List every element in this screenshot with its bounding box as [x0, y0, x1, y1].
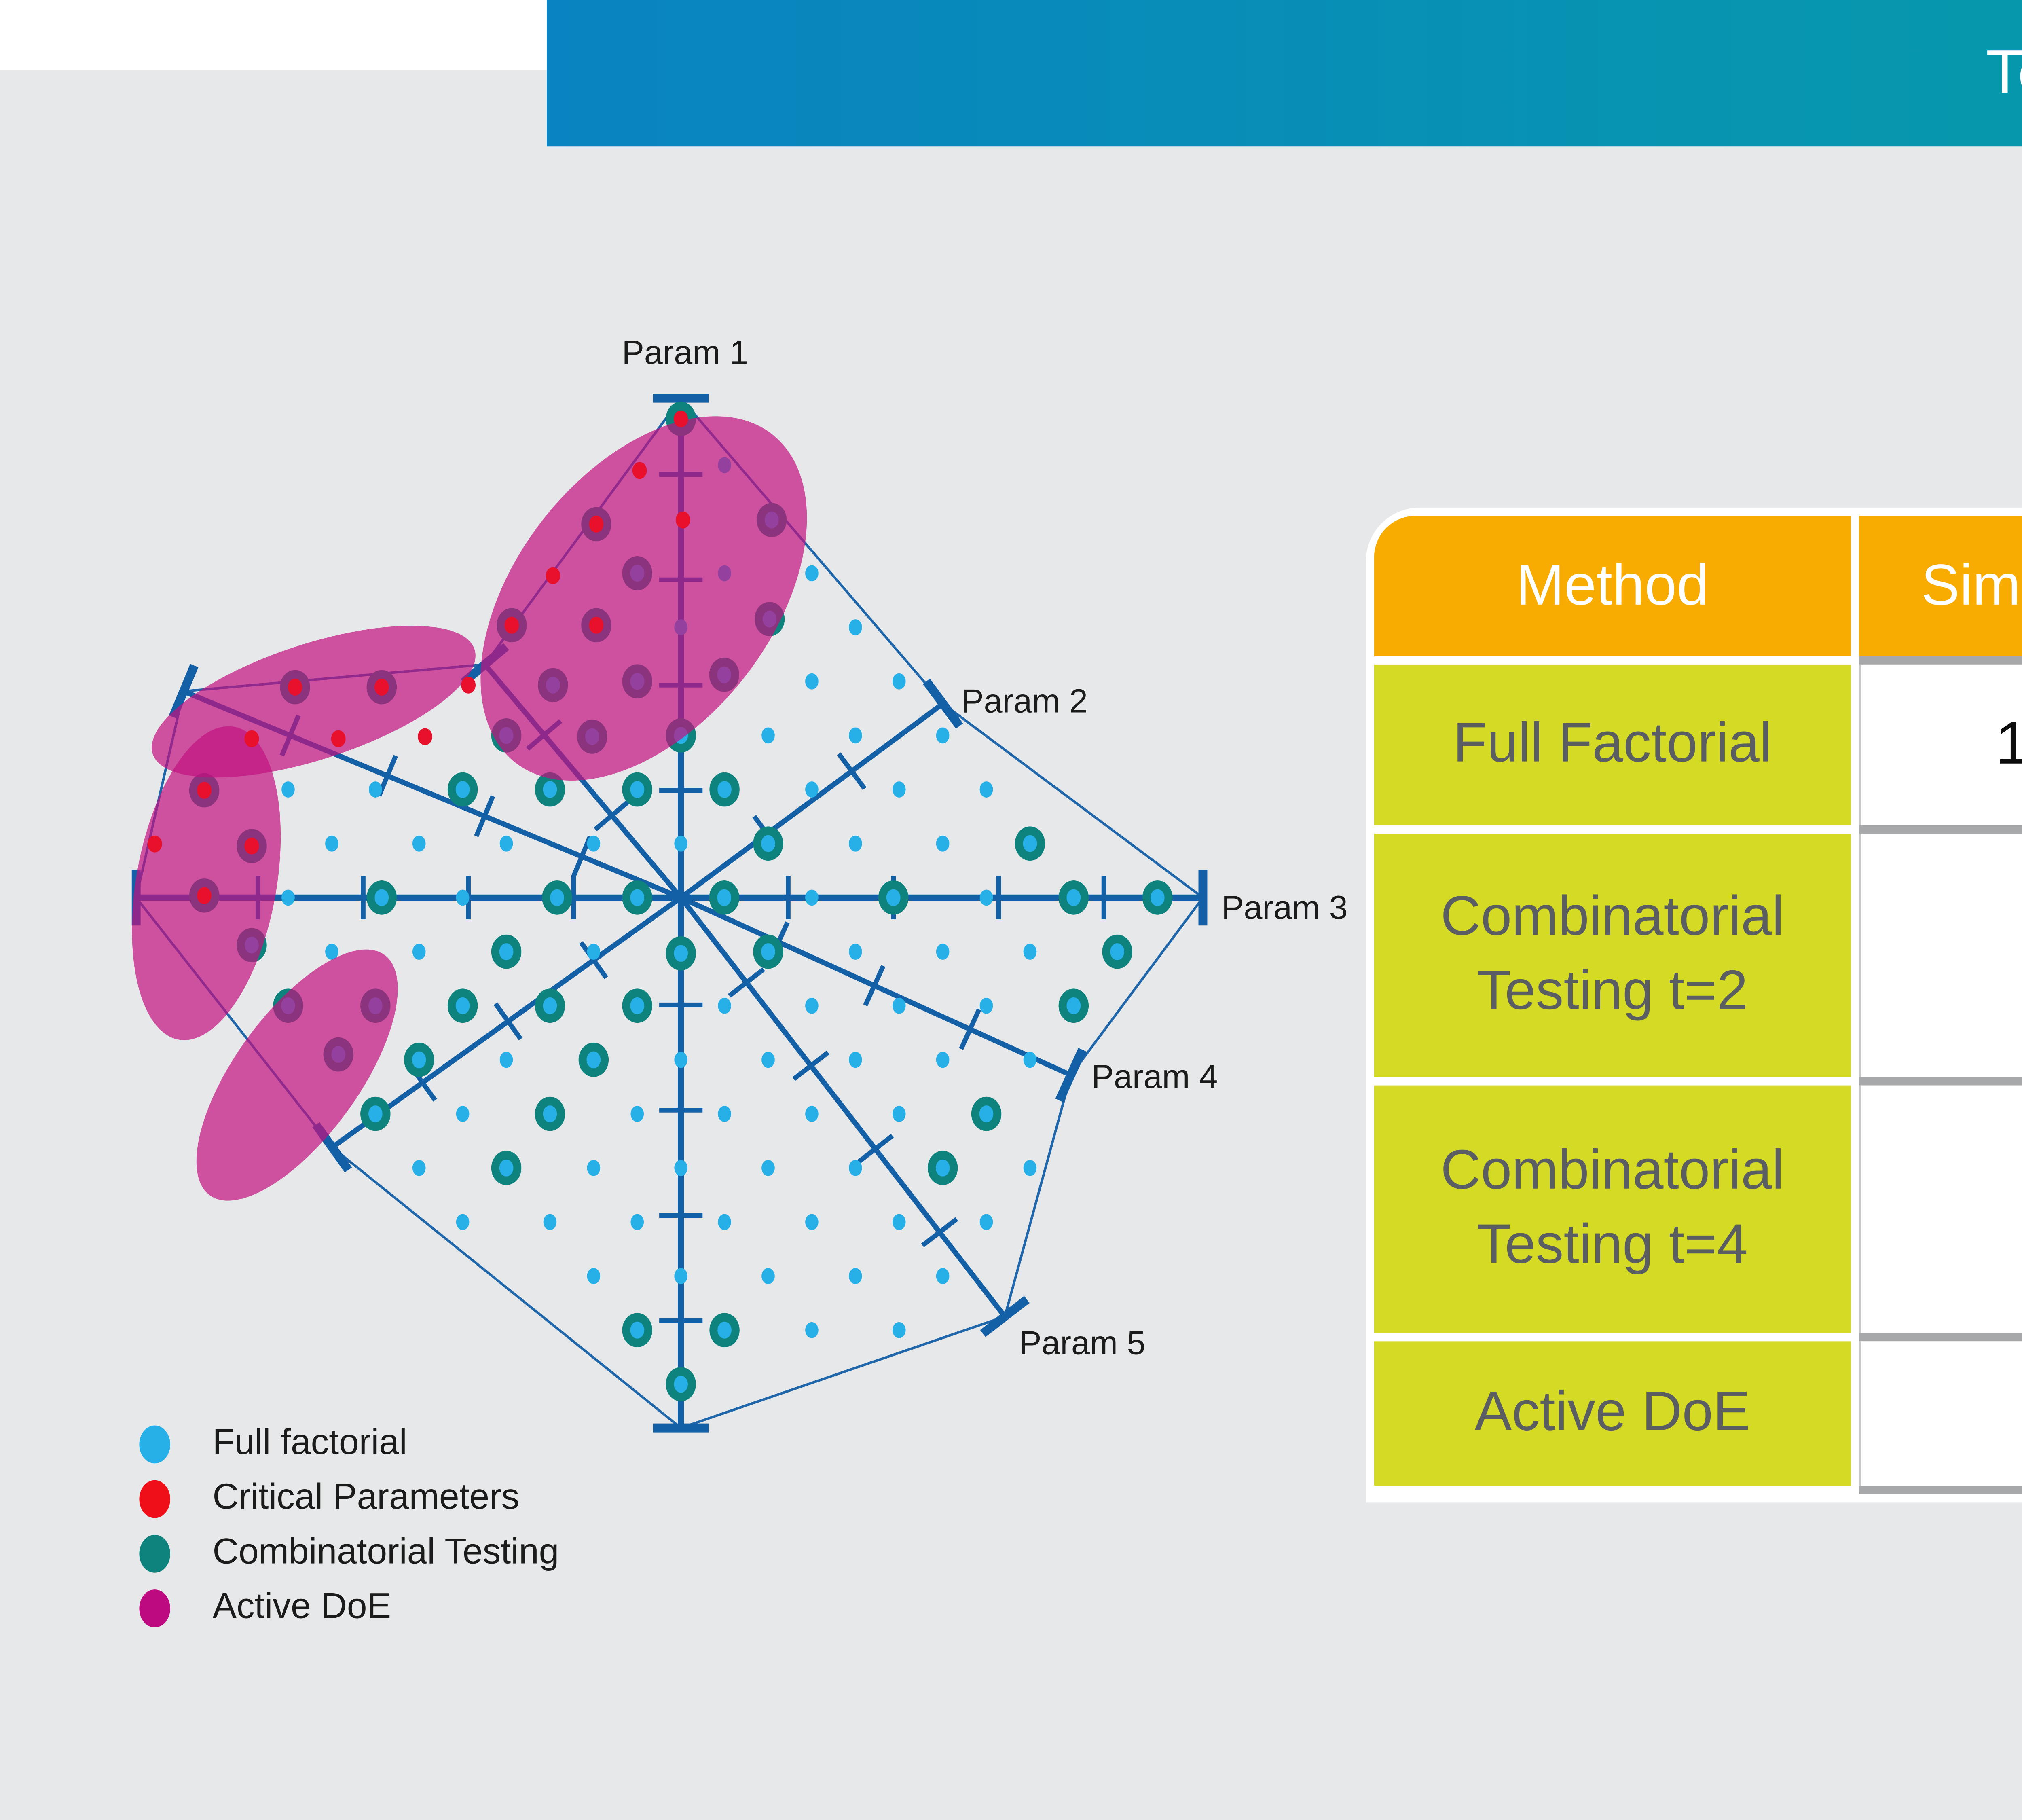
active-doe-ellipses: [132, 416, 807, 1201]
legend-dot: [139, 1589, 170, 1627]
legend-label: Combinatorial Testing: [213, 1530, 559, 1571]
row-separator: [1859, 1333, 2022, 1342]
title-bar: Test Coverage Optimization Methods: [547, 0, 2022, 147]
legend-dot: [139, 1480, 170, 1518]
legend-label: Full factorial: [213, 1421, 407, 1462]
col-header-simulations: Simulations: [1859, 516, 2022, 656]
value-cell: 42: [1859, 834, 2022, 1077]
legend: Full factorial Critical Parameters Combina…: [139, 1421, 559, 1627]
method-cell: Combinatorial Testing t=4: [1374, 1085, 1851, 1333]
row-separator: [1859, 656, 2022, 665]
method-cell: Active DoE: [1374, 1341, 1851, 1486]
active-doe-region: [132, 726, 281, 1040]
value-cell: 630: [1859, 1085, 2022, 1333]
axis-label: Param 5: [1019, 1324, 1145, 1361]
results-table-grid: Method Simulations Critical Cases Percen…: [1374, 516, 2022, 1494]
critical-parameter-dots: [147, 410, 690, 904]
value-cell: 1,260: [1859, 664, 2022, 825]
axis-labels: Param 1 Param 2 Param 3 Param 4 Param 5: [622, 333, 1348, 1361]
legend-label: Critical Parameters: [213, 1476, 520, 1516]
parameter-radar-chart: Param 1 Param 2 Param 3 Param 4 Param 5 Full …: [131, 333, 1348, 1627]
legend-dot: [139, 1425, 170, 1464]
row-separator: [1859, 825, 2022, 834]
axis-label: Param 2: [962, 682, 1088, 720]
axis-label: Param 1: [622, 333, 748, 371]
active-doe-region: [480, 416, 807, 781]
value-cell: 231: [1859, 1341, 2022, 1486]
method-cell: Full Factorial: [1374, 664, 1851, 825]
active-doe-region: [196, 949, 398, 1201]
axis-label: Param 4: [1091, 1058, 1218, 1095]
row-separator: [1859, 1486, 2022, 1494]
corner-strip: [0, 0, 547, 70]
legend-dot: [139, 1534, 170, 1573]
axis-label: Param 3: [1221, 889, 1347, 926]
legend-label: Active DoE: [213, 1585, 391, 1626]
row-separator: [1859, 1077, 2022, 1086]
page-title: Test Coverage Optimization Methods: [1986, 38, 2022, 106]
results-table: Method Simulations Critical Cases Percen…: [1366, 508, 2022, 1503]
col-header-method: Method: [1374, 516, 1851, 656]
method-cell: Combinatorial Testing t=2: [1374, 834, 1851, 1077]
